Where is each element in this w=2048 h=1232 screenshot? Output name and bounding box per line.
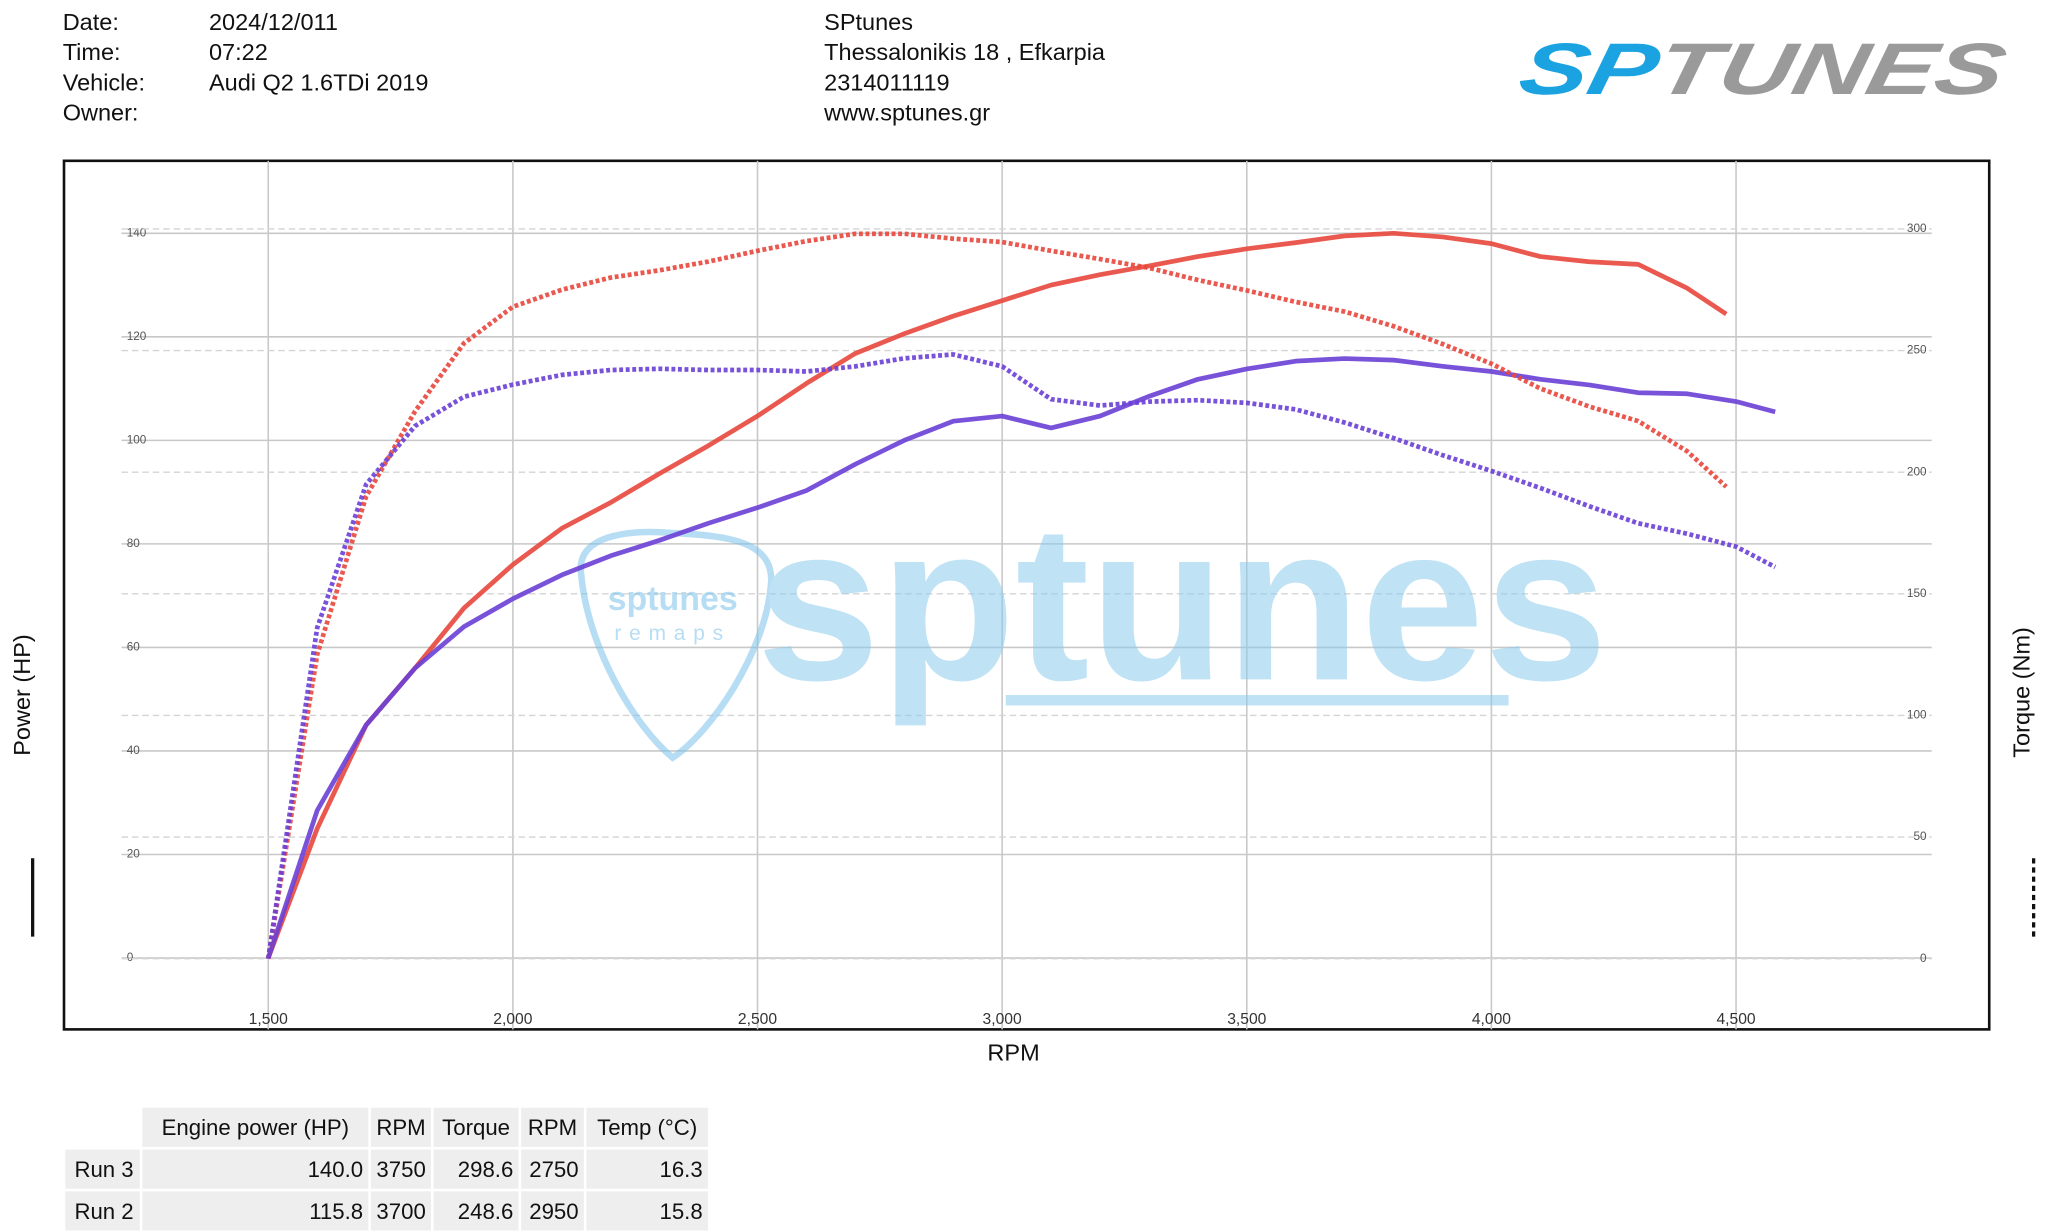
logo-right: TUNES [1649, 28, 2013, 110]
y-tick-label: 120 [127, 330, 147, 343]
shop-info: www.sptunes.gr [823, 99, 990, 125]
shop-info: 2314011119 [824, 69, 949, 95]
power-line [266, 230, 1728, 959]
watermark-text: remaps [614, 622, 731, 645]
watermark-bar [1005, 695, 1509, 706]
watermark-text: sptunes [756, 479, 1607, 727]
watermark-text: sptunes [608, 580, 738, 618]
cell [521, 1191, 584, 1231]
cell [433, 1191, 519, 1231]
pick-outline [577, 528, 775, 762]
logo-left: SP [1513, 28, 1668, 110]
y-tick-label: 140 [127, 226, 147, 239]
x-tick-label: 4,500 [1716, 1011, 1755, 1028]
y-tick-label: 60 [127, 641, 141, 654]
torque-line [265, 352, 1777, 960]
results-table: Engine power (HP) RPM Torque RPM Temp (°C) Ru… [65, 1107, 708, 1231]
cell [65, 1191, 140, 1231]
chart-frame [62, 159, 1991, 1031]
label: Owner: [63, 99, 139, 125]
header-text: Temp (°C) [597, 1115, 697, 1140]
header-cell [586, 1107, 708, 1147]
value: 07:22 [209, 39, 268, 65]
y-tick-label: 20 [127, 848, 141, 861]
cell-text: 248.6 [458, 1199, 514, 1224]
header-cell [433, 1107, 519, 1147]
header: Date: Time: Vehicle: Owner: 2024/12/011 … [63, 9, 2014, 125]
header-cell [370, 1107, 432, 1147]
plot [265, 230, 1777, 960]
cell-text: 3700 [376, 1199, 425, 1224]
y-tick-label: 0 [127, 951, 134, 964]
y2-tick-label: 250 [1907, 344, 1927, 357]
cell-text: 16.3 [660, 1157, 703, 1182]
label: Vehicle: [63, 69, 145, 95]
x-tick-label: 3,500 [1227, 1011, 1266, 1028]
cell-text: 15.8 [660, 1199, 703, 1224]
label: Date: [63, 9, 119, 35]
torque-line [265, 231, 1728, 960]
y2-tick-label: 300 [1907, 222, 1927, 235]
shop-info: Thessalonikis 18 , Efkarpia [824, 39, 1106, 65]
x-tick-label: 2,500 [738, 1011, 777, 1028]
cell-text: 3750 [376, 1157, 425, 1182]
cell [433, 1149, 519, 1189]
logo: SP TUNES [1513, 28, 2014, 110]
cell-text: 115.8 [309, 1199, 363, 1224]
y-tick-label: 80 [127, 537, 141, 550]
label: Time: [63, 39, 121, 65]
x-tick-label: 4,000 [1472, 1011, 1511, 1028]
y2-tick-label: 200 [1907, 465, 1927, 478]
y2-tick-label: 100 [1907, 709, 1927, 722]
cell [65, 1149, 140, 1189]
cell [142, 1149, 369, 1189]
y-tick-label: 100 [127, 433, 147, 446]
header-text: Engine power (HP) [162, 1115, 349, 1140]
grid: 1,500 2,000 2,500 3,000 3,500 4,000 4,500 0 20 40… [121, 160, 1932, 1030]
header-text: RPM [376, 1115, 425, 1140]
cell-text: 298.6 [458, 1157, 514, 1182]
cell [142, 1191, 369, 1231]
cell [586, 1191, 708, 1231]
run-name: Run 3 [74, 1157, 133, 1182]
cell [370, 1191, 432, 1231]
y-axis-title: Power (HP) [9, 634, 35, 755]
power-line [266, 356, 1776, 959]
header-cell [142, 1107, 369, 1147]
header-text: Torque [442, 1115, 510, 1140]
cell [521, 1149, 584, 1189]
cell-text: 2950 [529, 1199, 578, 1224]
header-text: RPM [528, 1115, 577, 1140]
y2-tick-label: 0 [1920, 952, 1927, 965]
watermark: sptunes remaps sptunes [577, 479, 1608, 762]
value: Audi Q2 1.6TDi 2019 [209, 69, 428, 95]
y2-tick-label: 150 [1907, 587, 1927, 600]
y-tick-label: 40 [127, 744, 141, 757]
x-tick-label: 1,500 [249, 1011, 288, 1028]
cell [586, 1149, 708, 1189]
shop-info: SPtunes [824, 9, 913, 35]
header-cell [521, 1107, 584, 1147]
cell-text: 2750 [529, 1157, 578, 1182]
run-name: Run 2 [74, 1199, 133, 1224]
x-tick-label: 3,000 [983, 1011, 1022, 1028]
cell [370, 1149, 432, 1189]
x-tick-label: 2,000 [493, 1011, 532, 1028]
y2-tick-label: 50 [1913, 830, 1927, 843]
x-axis-title: RPM [987, 1040, 1039, 1066]
cell-text: 140.0 [308, 1157, 364, 1182]
value: 2024/12/011 [209, 9, 338, 35]
y2-axis-title: Torque (Nm) [2009, 627, 2035, 758]
